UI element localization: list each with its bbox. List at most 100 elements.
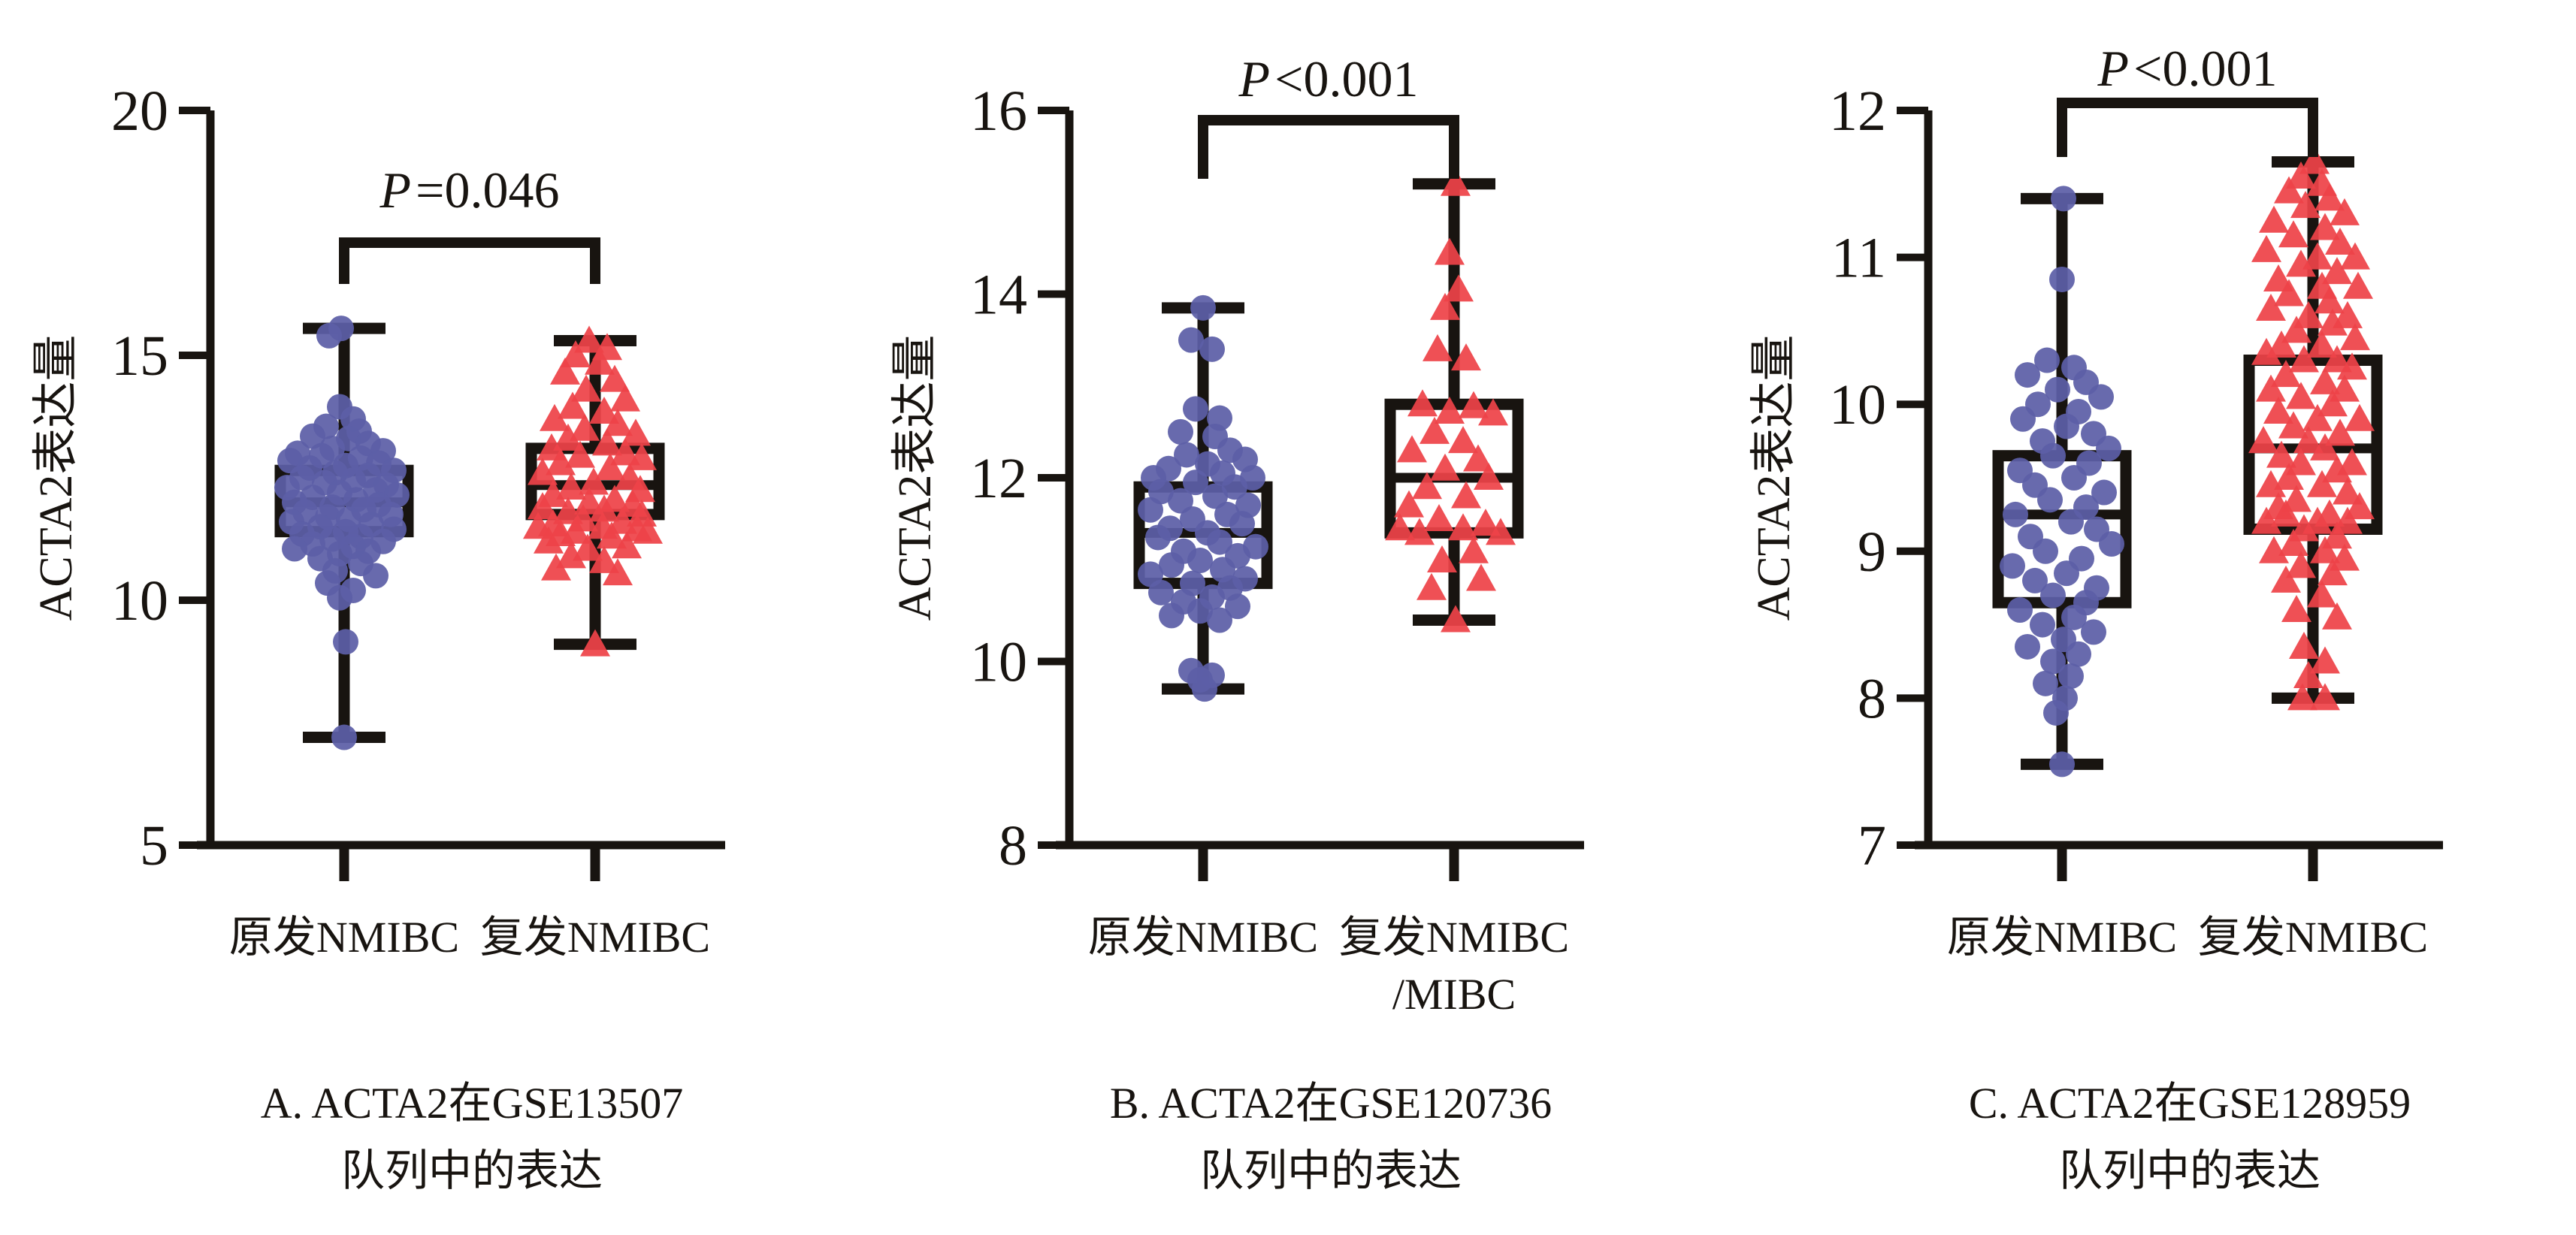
y-tick-label: 12 [1829,80,1886,143]
data-point-circle [2099,531,2124,557]
data-point-triangle [2271,499,2301,527]
data-point-circle [333,629,358,655]
data-point-triangle [2251,337,2281,365]
y-tick-label: 20 [111,80,168,143]
data-point-triangle [603,558,633,586]
data-point-triangle [2299,146,2330,174]
significance-bracket [2057,98,2318,157]
data-point-triangle [2278,411,2308,439]
data-point-circle [1187,598,1213,624]
data-point-triangle [2337,448,2367,476]
data-point-circle [2061,604,2087,630]
group-label-recurrent-nmibc-mibc: 复发NMIBC /MIBC [1339,909,1569,1023]
data-point-triangle [541,553,571,581]
group-label-primary-nmibc: 原发NMIBC [1088,909,1318,966]
data-point-triangle [2278,529,2308,557]
data-point-circle [2091,479,2117,506]
data-point-triangle [627,442,657,470]
data-point-circle [2015,633,2040,660]
y-tick-label: 16 [970,80,1027,143]
data-point-triangle [2286,162,2316,189]
data-point-triangle [612,531,642,559]
group-label-primary-nmibc: 原发NMIBC [229,909,459,966]
data-point-circle [1138,497,1163,523]
data-point-circle [2058,663,2084,690]
data-point-triangle [2317,558,2348,586]
y-tick-label: 9 [1858,521,1886,584]
data-point-triangle [1486,518,1516,545]
data-point-circle [1159,602,1184,629]
caption-line2: 队列中的表达 [1199,1146,1462,1195]
data-point-circle [363,563,389,589]
y-tick-label: 11 [1831,227,1886,290]
data-point-triangle [1394,490,1424,518]
data-point-triangle [1397,435,1427,463]
data-point-circle [1145,524,1171,551]
data-point-triangle [2307,470,2337,497]
data-point-triangle [2345,492,2375,520]
panel-a-boxplot: 5 10 15 20 ACTA2表达量 [31,80,725,881]
data-point-triangle [2251,234,2281,262]
panel-c-caption: C. ACTA2在GSE128959 队列中的表达 [1969,1070,2411,1205]
data-point-triangle [1448,426,1478,454]
data-point-triangle [2286,382,2316,409]
data-point-triangle [2307,580,2337,608]
data-point-circle [2003,501,2028,527]
caption-line2: 队列中的表达 [2058,1146,2321,1195]
p-value-text: <0.001 [2133,40,2278,97]
data-point-triangle [1427,545,1457,573]
data-point-circle [2015,362,2040,388]
data-point-circle [2007,597,2033,624]
p-value-label: P=0.046 [380,161,560,220]
data-point-circle [2030,611,2055,638]
panel-a-caption: A. ACTA2在GSE13507 队列中的表达 [261,1070,684,1205]
data-point-triangle [558,391,588,419]
data-point-circle [2049,751,2075,778]
p-value-label: P<0.001 [1239,50,1419,109]
data-point-circle [316,322,342,349]
data-point-triangle [2281,316,2311,343]
data-point-circle [2022,567,2048,593]
data-point-triangle [1385,513,1415,541]
data-point-triangle [2256,294,2286,322]
data-point-circle [2049,266,2075,292]
data-point-circle [2037,487,2063,513]
data-point-triangle [2317,389,2348,417]
data-point-triangle [2322,345,2352,373]
data-point-triangle [1407,389,1438,417]
data-point-triangle [1424,504,1454,532]
data-point-circle [1148,579,1174,605]
p-symbol: P [2097,40,2130,97]
data-point-triangle [2310,536,2340,563]
data-point-triangle [585,347,615,375]
data-point-triangle [2274,176,2304,204]
data-point-circle [1159,552,1184,578]
y-axis-title: ACTA2表达量 [1749,335,1800,621]
p-value-text: <0.001 [1274,50,1419,107]
data-point-triangle [2322,602,2352,630]
y-tick-label: 14 [970,264,1027,327]
data-point-circle [1229,511,1255,537]
data-point-triangle [553,423,583,451]
y-tick-label: 12 [970,447,1027,510]
data-point-triangle [633,516,663,544]
data-point-circle [1207,607,1232,633]
data-point-circle [327,584,352,611]
data-point-circle [2051,186,2076,212]
data-point-triangle [2293,661,2324,689]
data-point-triangle [1474,463,1504,490]
data-point-triangle [570,413,600,441]
data-point-triangle [2287,683,2317,711]
y-tick-label: 8 [1858,667,1886,730]
data-point-triangle [546,448,576,476]
data-point-circle [2061,465,2087,491]
data-point-triangle [1404,518,1435,545]
data-point-circle [2058,509,2084,535]
data-point-triangle [2314,286,2345,314]
data-point-triangle [2322,521,2352,549]
data-point-triangle [1435,396,1465,424]
group-label-line1: 复发NMIBC [1338,913,1570,962]
data-point-triangle [1466,563,1496,591]
data-point-triangle [2278,220,2308,248]
data-point-triangle [1430,453,1460,481]
